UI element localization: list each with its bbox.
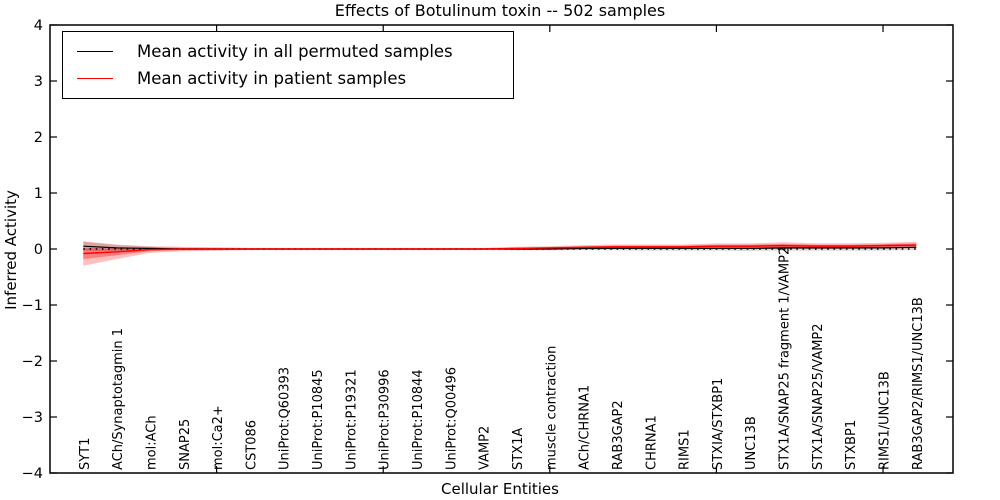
y-tick-label: 2 bbox=[34, 130, 43, 146]
legend-label-permuted: Mean activity in all permuted samples bbox=[137, 42, 453, 61]
x-category-label: ACh/CHRNA1 bbox=[578, 385, 593, 470]
band-patient-std-inner bbox=[83, 243, 917, 260]
y-tick-label: −4 bbox=[22, 466, 43, 482]
x-category-label: UniProt:P10845 bbox=[311, 369, 326, 470]
x-category-label: UNC13B bbox=[744, 416, 759, 470]
chart-title: Effects of Botulinum toxin -- 502 sample… bbox=[334, 1, 666, 20]
x-category-label: mol:Ca2+ bbox=[211, 405, 226, 470]
x-category-label: UniProt:Q00496 bbox=[444, 367, 459, 470]
y-tick-label: −3 bbox=[22, 410, 43, 426]
x-category-label: RAB3GAP2 bbox=[611, 400, 626, 470]
x-category-label: UniProt:Q60393 bbox=[278, 367, 293, 470]
line-patient-mean bbox=[83, 244, 917, 255]
x-category-label: UniProt:P10844 bbox=[411, 369, 426, 470]
legend-entry-patient: Mean activity in patient samples bbox=[73, 65, 509, 92]
x-category-label: CHRNA1 bbox=[644, 415, 659, 470]
y-tick-label: 1 bbox=[34, 186, 43, 202]
x-category-label: UniProt:P30996 bbox=[378, 369, 393, 470]
x-category-label: SNAP25 bbox=[178, 419, 193, 470]
legend-label-patient: Mean activity in patient samples bbox=[137, 69, 407, 88]
legend: Mean activity in all permuted samples Me… bbox=[62, 31, 514, 99]
x-category-label: STX1A/SNAP25/VAMP2 bbox=[811, 323, 826, 470]
x-category-label: CST086 bbox=[244, 420, 259, 470]
x-category-label: muscle contraction bbox=[544, 346, 559, 470]
y-tick-label: 0 bbox=[34, 242, 43, 258]
legend-line-patient-icon bbox=[77, 78, 113, 79]
x-category-label: STXIA/STXBP1 bbox=[711, 378, 726, 470]
x-category-label: STX1A/SNAP25 fragment 1/VAMP2 bbox=[778, 247, 793, 470]
x-category-label: RIMS1/UNC13B bbox=[878, 371, 893, 470]
x-category-label: mol:ACh bbox=[144, 415, 159, 470]
y-tick-label: −1 bbox=[22, 298, 43, 314]
y-tick-label: −2 bbox=[22, 354, 43, 370]
x-category-label: SYT1 bbox=[78, 438, 93, 470]
x-category-label: STX1A bbox=[511, 428, 526, 470]
band-patient-std-outer bbox=[83, 241, 917, 266]
x-category-label: ACh/Synaptotagmin 1 bbox=[111, 328, 126, 470]
y-tick-label: 4 bbox=[34, 18, 43, 34]
legend-entry-permuted: Mean activity in all permuted samples bbox=[73, 38, 509, 65]
x-category-label: STXBP1 bbox=[844, 420, 859, 470]
x-category-label: RAB3GAP2/RIMS1/UNC13B bbox=[911, 297, 926, 470]
x-axis-label: Cellular Entities bbox=[441, 480, 559, 498]
legend-line-permuted-icon bbox=[77, 51, 113, 52]
x-category-label: RIMS1 bbox=[678, 429, 693, 470]
y-tick-label: 3 bbox=[34, 74, 43, 90]
x-category-label: VAMP2 bbox=[478, 426, 493, 470]
x-category-label: UniProt:P19321 bbox=[344, 369, 359, 470]
